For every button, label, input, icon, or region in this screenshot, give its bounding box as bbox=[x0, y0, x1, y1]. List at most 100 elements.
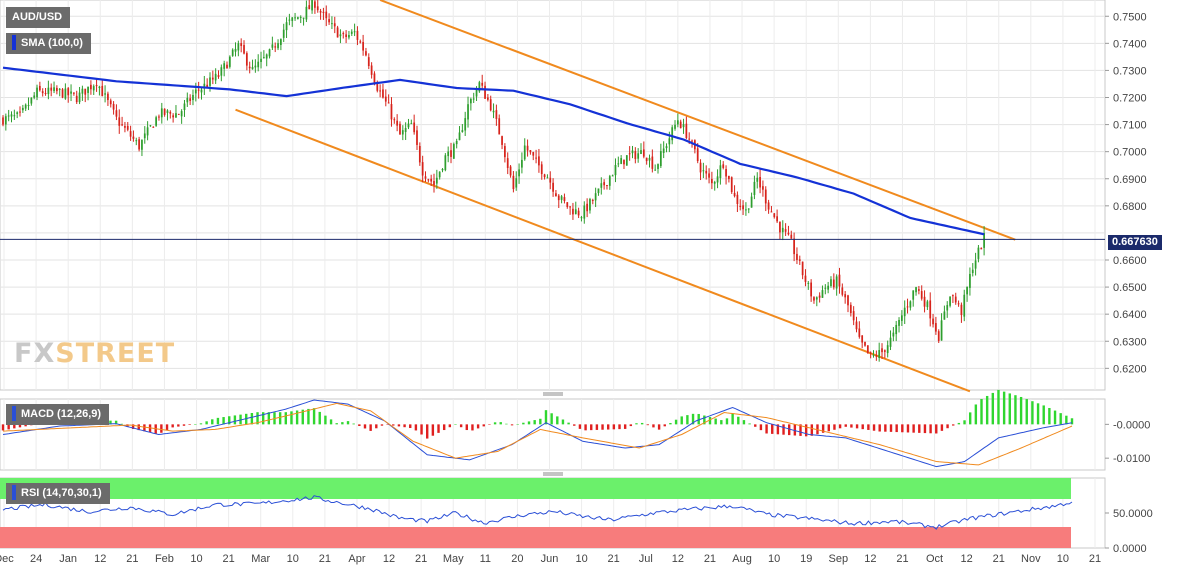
candle bbox=[960, 302, 963, 323]
candle bbox=[682, 118, 685, 134]
macd-histogram-bar bbox=[358, 424, 361, 427]
candle bbox=[759, 169, 761, 194]
candle bbox=[282, 23, 285, 43]
candle bbox=[900, 310, 903, 327]
candle bbox=[245, 51, 248, 71]
candle bbox=[676, 113, 679, 128]
time-tick-label: Nov bbox=[1021, 553, 1041, 565]
macd-histogram-bar bbox=[737, 416, 740, 425]
candle bbox=[966, 286, 968, 302]
candle bbox=[299, 15, 302, 24]
candle bbox=[41, 88, 44, 97]
macd-histogram-bar bbox=[861, 424, 864, 430]
panel-frame bbox=[0, 0, 1106, 391]
time-tick-label: 21 bbox=[126, 553, 138, 565]
price-tick-label: 0.6200 bbox=[1113, 363, 1147, 375]
macd-histogram-bar bbox=[290, 411, 293, 425]
candle bbox=[450, 142, 452, 164]
candle bbox=[175, 105, 177, 119]
candle bbox=[926, 299, 929, 311]
candle bbox=[770, 206, 773, 213]
macd-histogram-bar bbox=[307, 408, 310, 425]
candle bbox=[606, 184, 608, 190]
candle bbox=[271, 36, 274, 50]
macd-line bbox=[2, 399, 1073, 468]
candle bbox=[753, 175, 756, 200]
candle bbox=[713, 180, 716, 191]
candle bbox=[583, 201, 586, 224]
macd-histogram-bar bbox=[714, 418, 717, 425]
candle bbox=[189, 94, 192, 105]
candle bbox=[316, 0, 319, 13]
macd-histogram-bar bbox=[329, 419, 333, 425]
price-tick-label: 0.6600 bbox=[1113, 255, 1147, 267]
candle bbox=[407, 118, 410, 130]
macd-histogram-bar bbox=[663, 424, 666, 427]
macd-histogram-bar bbox=[369, 424, 372, 431]
macd-histogram-bar bbox=[533, 420, 536, 425]
candle bbox=[421, 155, 424, 183]
sma-legend-text: SMA (100,0) bbox=[21, 37, 83, 49]
macd-histogram-bar bbox=[1, 424, 5, 431]
candle bbox=[234, 42, 237, 57]
candle bbox=[416, 125, 418, 151]
macd-histogram-bar bbox=[787, 424, 791, 436]
macd-histogram-bar bbox=[222, 417, 225, 425]
time-tick-label: 21 bbox=[222, 553, 234, 565]
candle bbox=[447, 146, 450, 163]
macd-histogram-bar bbox=[1048, 407, 1051, 425]
macd-histogram-bar bbox=[482, 424, 485, 427]
macd-histogram-bar bbox=[601, 424, 604, 430]
candle bbox=[143, 126, 146, 144]
macd-histogram-bar bbox=[261, 412, 265, 425]
candle bbox=[685, 116, 688, 140]
candle bbox=[600, 177, 603, 195]
macd-signal-line bbox=[2, 402, 1073, 466]
candle bbox=[192, 89, 194, 106]
rsi-tick-label: 0.0000 bbox=[1113, 543, 1147, 555]
macd-histogram-bar bbox=[1059, 413, 1062, 425]
price-tick-label: 0.6300 bbox=[1113, 336, 1147, 348]
candle bbox=[177, 113, 180, 115]
macd-histogram-bar bbox=[652, 424, 655, 428]
axes: 0.7500 0.7400 0.7300 0.7200 0.7100 0.7000 0.69… bbox=[0, 11, 1153, 565]
macd-histogram-bar bbox=[912, 424, 915, 433]
macd-histogram-bar bbox=[131, 424, 135, 429]
candle bbox=[793, 232, 795, 262]
candle bbox=[543, 173, 546, 180]
time-tick-label: 10 bbox=[1057, 553, 1069, 565]
candle bbox=[611, 174, 614, 177]
candle bbox=[169, 110, 172, 119]
candle bbox=[297, 16, 299, 20]
candle bbox=[274, 42, 277, 53]
candle bbox=[883, 349, 886, 359]
candle bbox=[552, 178, 554, 197]
candle bbox=[314, 0, 316, 14]
candle bbox=[2, 115, 4, 127]
time-tick-label: 20 bbox=[511, 553, 523, 565]
macd-histogram-bar bbox=[137, 424, 140, 431]
macd-histogram-bar bbox=[233, 415, 237, 425]
watermark-left: FX bbox=[14, 338, 56, 369]
macd-histogram-bar bbox=[968, 412, 972, 425]
candle bbox=[260, 51, 262, 69]
candle bbox=[563, 193, 566, 204]
macd-histogram-bar bbox=[833, 424, 836, 430]
macd-histogram-bar bbox=[821, 424, 825, 433]
candle bbox=[932, 313, 934, 328]
candle bbox=[807, 280, 810, 290]
candle bbox=[379, 84, 382, 98]
macd-histogram-bar bbox=[216, 417, 220, 425]
candle bbox=[387, 94, 390, 104]
time-tick-label: 10 bbox=[575, 553, 587, 565]
macd-histogram-bar bbox=[827, 424, 830, 432]
time-tick-label: 21 bbox=[319, 553, 331, 565]
price-tick-label: 0.7500 bbox=[1113, 11, 1147, 23]
candle bbox=[963, 289, 966, 322]
macd-histogram-bar bbox=[742, 420, 746, 425]
macd-histogram-bar bbox=[765, 424, 768, 434]
macd-histogram-bar bbox=[409, 424, 412, 429]
candle bbox=[628, 146, 631, 161]
macd-histogram-bar bbox=[363, 424, 367, 429]
macd-histogram-bar bbox=[1014, 395, 1017, 425]
